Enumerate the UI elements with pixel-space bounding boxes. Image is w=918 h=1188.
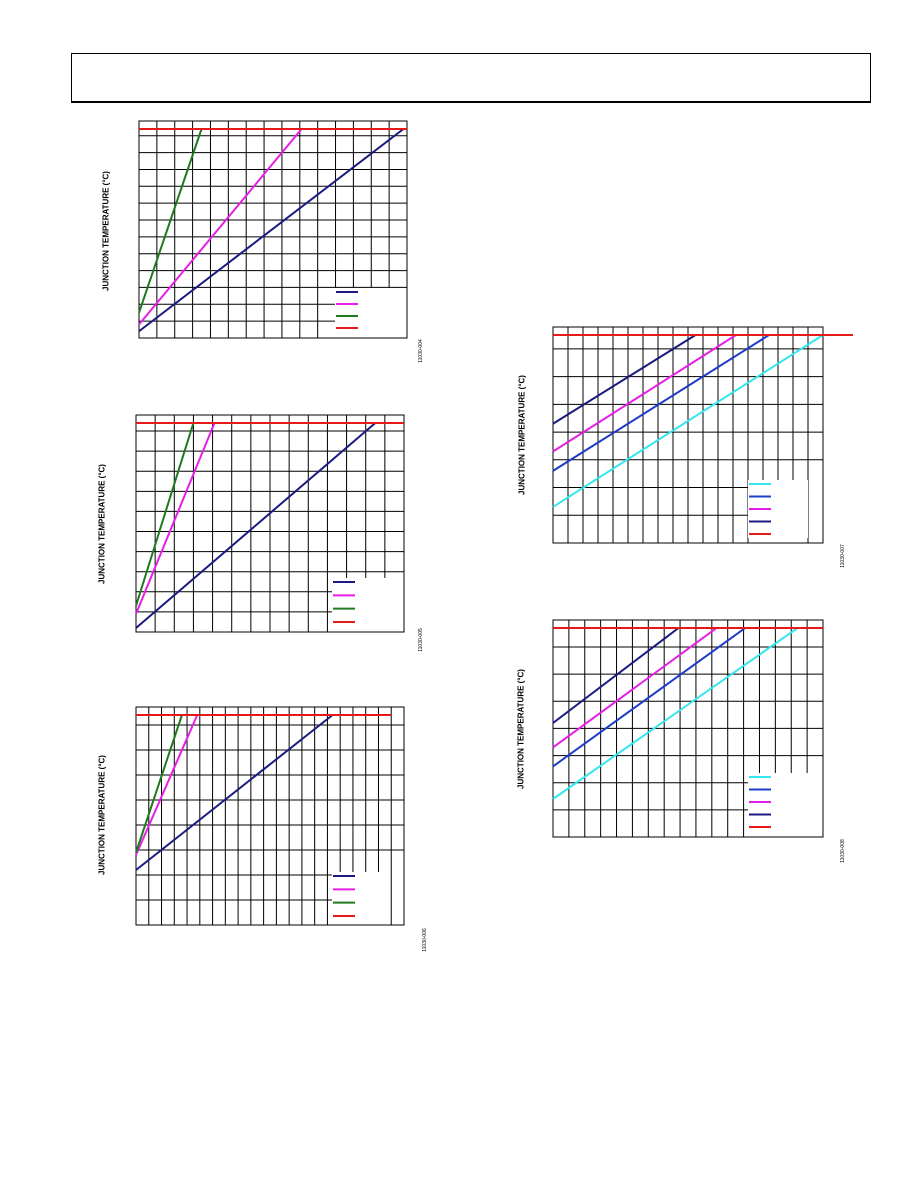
series-line-2: [135, 714, 199, 856]
plot-frame: [135, 706, 405, 926]
legend-area: [332, 578, 389, 626]
series-line-1: [135, 714, 334, 871]
figure-id-4: 11030-007: [840, 544, 846, 568]
figure-id-1: 11030-004: [418, 339, 424, 363]
series-line-4: [552, 627, 799, 800]
series-line-3: [552, 627, 746, 768]
series-line-3: [135, 714, 183, 853]
page-header-box: [71, 53, 871, 103]
y-axis-label-4: JUNCTION TEMPERATURE (°C): [517, 375, 527, 495]
legend-area: [335, 288, 392, 332]
plot-frame: [138, 120, 408, 339]
figure-id-5: 11030-008: [840, 839, 846, 863]
series-line-3: [135, 422, 195, 607]
series-line-4: [552, 334, 824, 508]
series-line-2: [138, 128, 303, 326]
y-axis-label-3: JUNCTION TEMPERATURE (°C): [97, 755, 107, 875]
series-line-2: [552, 627, 718, 749]
series-line-3: [552, 334, 770, 472]
y-axis-label-5: JUNCTION TEMPERATURE (°C): [516, 669, 526, 789]
figure-id-2: 11030-005: [418, 628, 424, 652]
legend-area: [332, 872, 389, 920]
y-axis-label-2: JUNCTION TEMPERATURE (°C): [97, 464, 107, 584]
series-line-1: [135, 422, 376, 629]
figure-id-3: 11030-006: [422, 928, 428, 952]
y-axis-label-1: JUNCTION TEMPERATURE (°C): [101, 171, 111, 291]
series-line-2: [552, 334, 737, 453]
series-line-2: [135, 422, 216, 615]
series-line-1: [138, 128, 405, 333]
series-line-1: [552, 627, 680, 724]
series-line-1: [552, 334, 697, 425]
series-line-3: [138, 128, 203, 314]
